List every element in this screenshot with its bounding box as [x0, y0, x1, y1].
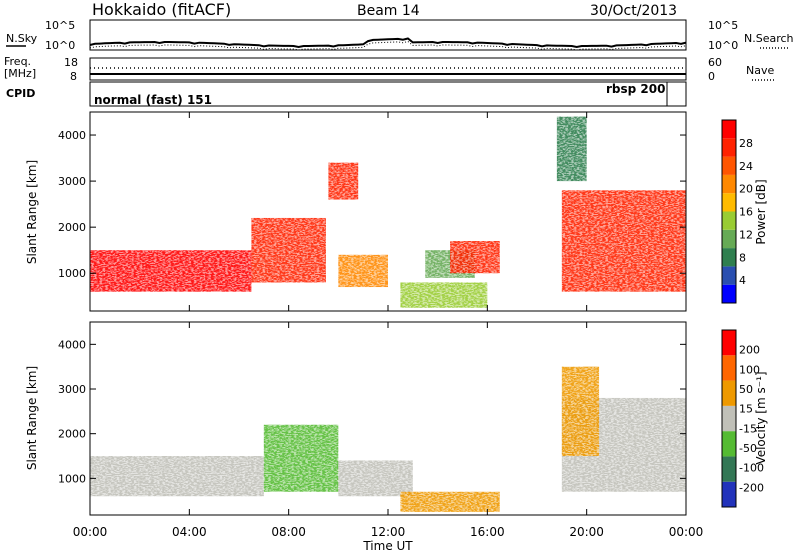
- colorbar-tick-3: 15: [739, 403, 753, 416]
- ytick-label-2: 2000: [58, 221, 86, 234]
- velocity-ylabel: Slant Range [km]: [25, 366, 39, 470]
- colorbar-tick-2: 20: [739, 183, 753, 196]
- noise-sky-label: N.Sky: [6, 32, 38, 45]
- colorbar-swatch-3: [722, 405, 736, 432]
- beam-label: Beam 14: [357, 3, 420, 19]
- time-axis: 00:00 04:00 08:00 12:00 16:00 20:00 00:00: [73, 112, 704, 539]
- ytick-label-0: 4000: [58, 129, 86, 142]
- velocity-colorbar-label: Velocity [m s⁻¹]: [754, 371, 768, 464]
- xtick-label-0: 00:00: [73, 525, 108, 539]
- colorbar-swatch-6: [722, 330, 736, 356]
- colorbar-swatch-1: [722, 266, 736, 285]
- colorbar-frame: [721, 119, 737, 304]
- power-colorbar: 28 24 20 16 12 8 4: [721, 119, 753, 304]
- noise-left-tick-top: 10^5: [45, 19, 75, 32]
- noise-search-label: N.Search: [744, 32, 794, 45]
- colorbar-tick-1: 100: [739, 363, 760, 376]
- colorbar-swatch-5: [722, 355, 736, 381]
- noise-search-line: [89, 40, 687, 51]
- colorbar-tick-3: 16: [739, 206, 753, 219]
- freq-unit-label: [MHz]: [4, 67, 36, 80]
- freq-left-tick-top: 18: [64, 56, 78, 69]
- colorbar-tick-0: 200: [739, 344, 760, 357]
- power-speckle: [90, 112, 686, 311]
- velocity-yaxis: 4000 3000 2000 1000: [58, 338, 686, 485]
- velocity-colorbar: 200 100 50 15 -15 -50 -100 -200: [721, 329, 764, 508]
- colorbar-swatch-6: [722, 174, 736, 194]
- station-title: Hokkaido (fitACF): [92, 0, 231, 19]
- colorbar-swatch-2: [722, 431, 736, 457]
- xtick-label-5: 20:00: [569, 525, 604, 539]
- colorbar-swatch-0: [722, 481, 736, 507]
- colorbar-swatch-1: [722, 456, 736, 482]
- xtick-label-2: 08:00: [271, 525, 306, 539]
- colorbar-swatch-7: [722, 156, 736, 175]
- colorbar-tick-4: -15: [739, 422, 757, 435]
- colorbar-swatch-0: [722, 284, 736, 303]
- time-axis-label: Time UT: [362, 539, 413, 553]
- freq-label: Freq.: [4, 55, 31, 68]
- date-label: 30/Oct/2013: [590, 3, 677, 19]
- power-ylabel: Slant Range [km]: [25, 160, 39, 264]
- power-yaxis: 4000 3000 2000 1000: [58, 129, 686, 280]
- cpid-label: CPID: [6, 87, 35, 100]
- colorbar-tick-6: 4: [739, 274, 746, 287]
- xtick-label-3: 12:00: [371, 525, 406, 539]
- ytick-label-0: 4000: [58, 338, 86, 351]
- ytick-label-3: 1000: [58, 472, 86, 485]
- colorbar-tick-5: 8: [739, 251, 746, 264]
- colorbar-swatch-5: [722, 193, 736, 212]
- ytick-label-1: 3000: [58, 383, 86, 396]
- velocity-speckle: [90, 322, 686, 515]
- xtick-label-6: 00:00: [669, 525, 704, 539]
- noise-sky-line: [89, 37, 687, 49]
- colorbar-swatch-3: [722, 229, 736, 249]
- cpid-panel-frame: [89, 81, 687, 107]
- colorbar-tick-6: -100: [739, 462, 764, 475]
- colorbar-swatch-4: [722, 211, 736, 230]
- noise-right-tick-top: 10^5: [708, 19, 738, 32]
- colorbar-frame: [721, 329, 737, 508]
- colorbar-tick-4: 12: [739, 228, 753, 241]
- colorbar-swatch-4: [722, 380, 736, 406]
- ytick-label-1: 3000: [58, 175, 86, 188]
- freq-panel-frame: [89, 57, 687, 81]
- freq-left-tick-bottom: 8: [70, 70, 77, 83]
- xtick-label-4: 16:00: [470, 525, 505, 539]
- ytick-label-3: 1000: [58, 267, 86, 280]
- colorbar-swatch-9: [722, 120, 736, 139]
- noise-right-tick-bottom: 10^0: [708, 39, 738, 52]
- power-colorbar-label: Power [dB]: [754, 179, 768, 244]
- colorbar-tick-7: -200: [739, 481, 764, 494]
- nave-right-tick-bottom: 0: [708, 70, 715, 83]
- ytick-label-2: 2000: [58, 428, 86, 441]
- colorbar-swatch-2: [722, 248, 736, 267]
- colorbar-swatch-8: [722, 138, 736, 157]
- colorbar-tick-1: 24: [739, 160, 753, 173]
- noise-left-tick-bottom: 10^0: [45, 39, 75, 52]
- xtick-label-1: 04:00: [172, 525, 207, 539]
- cpid-mode-normal: normal (fast) 151: [94, 93, 212, 107]
- colorbar-tick-0: 28: [739, 137, 753, 150]
- colorbar-tick-2: 50: [739, 383, 753, 396]
- nave-label: Nave: [746, 64, 774, 77]
- nave-right-tick-top: 60: [708, 56, 722, 69]
- colorbar-tick-5: -50: [739, 442, 757, 455]
- cpid-mode-rbsp: rbsp 200: [606, 82, 665, 96]
